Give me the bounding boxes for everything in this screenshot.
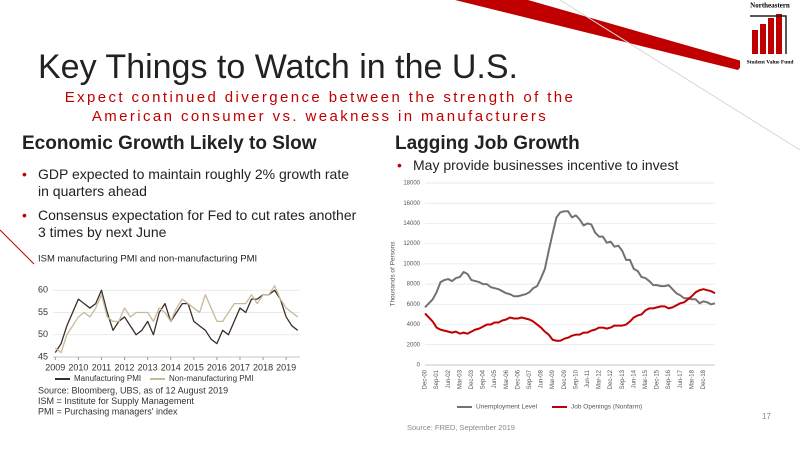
series-line xyxy=(54,285,299,354)
slide-subtitle: Expect continued divergence between the … xyxy=(64,89,576,125)
right-bullets: May provide businesses incentive to inve… xyxy=(397,157,737,181)
y-tick-label: 2000 xyxy=(407,342,421,348)
x-tick-label: Sep-04 xyxy=(481,369,487,389)
bullet: GDP expected to maintain roughly 2% grow… xyxy=(22,166,357,200)
x-tick-label: Dec-03 xyxy=(469,369,475,389)
y-tick-label: 16000 xyxy=(403,201,420,207)
decor-band xyxy=(455,0,745,70)
x-tick-label: Dec-12 xyxy=(608,369,614,389)
x-tick-label: 2014 xyxy=(161,362,181,372)
x-tick-label: Dec-06 xyxy=(515,369,521,389)
x-tick-label: Mar-03 xyxy=(457,369,463,389)
x-tick-label: Jun-17 xyxy=(678,369,684,388)
chart-note: ISM = Institute for Supply Management xyxy=(38,396,194,406)
legend-label: Manufacturing PMI xyxy=(74,374,141,383)
x-tick-label: 2017 xyxy=(230,362,250,372)
decor-line xyxy=(0,229,35,265)
x-tick-label: 2016 xyxy=(207,362,227,372)
x-tick-label: Sep-13 xyxy=(620,369,626,389)
y-tick-label: 12000 xyxy=(403,241,420,247)
left-bullets: GDP expected to maintain roughly 2% grow… xyxy=(22,166,357,248)
chart-note: PMI = Purchasing managers' index xyxy=(38,406,178,416)
y-tick-label: 8000 xyxy=(407,282,421,288)
series-line xyxy=(424,288,716,342)
x-tick-label: 2015 xyxy=(184,362,204,372)
y-axis-label: Thousands of Persons xyxy=(390,241,397,307)
legend-label: Non-manufacturing PMI xyxy=(169,374,253,383)
bullet: May provide businesses incentive to inve… xyxy=(397,157,737,174)
y-tick-label: 6000 xyxy=(407,302,421,308)
x-tick-label: Sep-07 xyxy=(527,369,533,389)
logo-name: Northeastern xyxy=(750,2,790,10)
y-tick-label: 55 xyxy=(38,307,48,317)
x-tick-label: Jun-11 xyxy=(585,369,591,388)
x-tick-label: 2018 xyxy=(253,362,273,372)
y-tick-label: 10000 xyxy=(403,261,420,267)
x-tick-label: 2019 xyxy=(276,362,296,372)
decor-line xyxy=(559,0,800,151)
x-tick-label: 2010 xyxy=(68,362,88,372)
y-tick-label: 18000 xyxy=(403,181,420,187)
x-tick-label: Mar-15 xyxy=(643,369,649,389)
bullet: Consensus expectation for Fed to cut rat… xyxy=(22,207,357,241)
page-number: 17 xyxy=(762,412,771,421)
y-tick-label: 14000 xyxy=(403,221,420,227)
chart-note: Source: FRED, September 2019 xyxy=(407,423,515,432)
x-tick-label: Jun-14 xyxy=(631,369,637,388)
logo-fund: Student Value Fund xyxy=(747,59,794,65)
y-tick-label: 0 xyxy=(417,363,421,369)
x-tick-label: Sep-16 xyxy=(666,369,672,389)
x-tick-label: 2012 xyxy=(115,362,135,372)
x-tick-label: Mar-09 xyxy=(550,369,556,389)
x-tick-label: Mar-06 xyxy=(504,369,510,389)
x-tick-label: 2011 xyxy=(92,362,111,372)
x-tick-label: 2009 xyxy=(45,362,65,372)
x-tick-label: Dec-15 xyxy=(655,369,661,389)
x-tick-label: Dec-18 xyxy=(701,369,707,389)
y-tick-label: 50 xyxy=(38,329,48,339)
logo-icon xyxy=(752,14,782,54)
left-heading: Economic Growth Likely to Slow xyxy=(22,133,317,154)
x-tick-label: Sep-01 xyxy=(434,369,440,389)
x-tick-label: 2013 xyxy=(138,362,158,372)
x-tick-label: Jun-05 xyxy=(492,369,498,388)
legend-label: Job Openings (Nonfarm) xyxy=(571,404,642,411)
slide-title: Key Things to Watch in the U.S. xyxy=(38,48,519,86)
x-tick-label: Jun-02 xyxy=(446,369,452,388)
logo-frame xyxy=(750,15,787,54)
series-line xyxy=(424,210,716,309)
right-heading: Lagging Job Growth xyxy=(395,133,580,154)
x-tick-label: Jun-08 xyxy=(539,369,545,388)
x-tick-label: Dec-00 xyxy=(423,369,429,389)
x-tick-label: Dec-09 xyxy=(562,369,568,389)
x-tick-label: Mar-18 xyxy=(689,369,695,389)
y-tick-label: 45 xyxy=(38,351,48,361)
legend-label: Unemployment Level xyxy=(476,404,538,411)
series-line xyxy=(54,289,299,353)
x-tick-label: Mar-12 xyxy=(597,369,603,389)
chart-title: ISM manufacturing PMI and non-manufactur… xyxy=(38,254,257,265)
x-tick-label: Sep-10 xyxy=(573,369,579,389)
chart-note: Source: Bloomberg, UBS, as of 12 August … xyxy=(38,385,228,395)
y-tick-label: 60 xyxy=(38,285,48,295)
y-tick-label: 4000 xyxy=(407,322,421,328)
